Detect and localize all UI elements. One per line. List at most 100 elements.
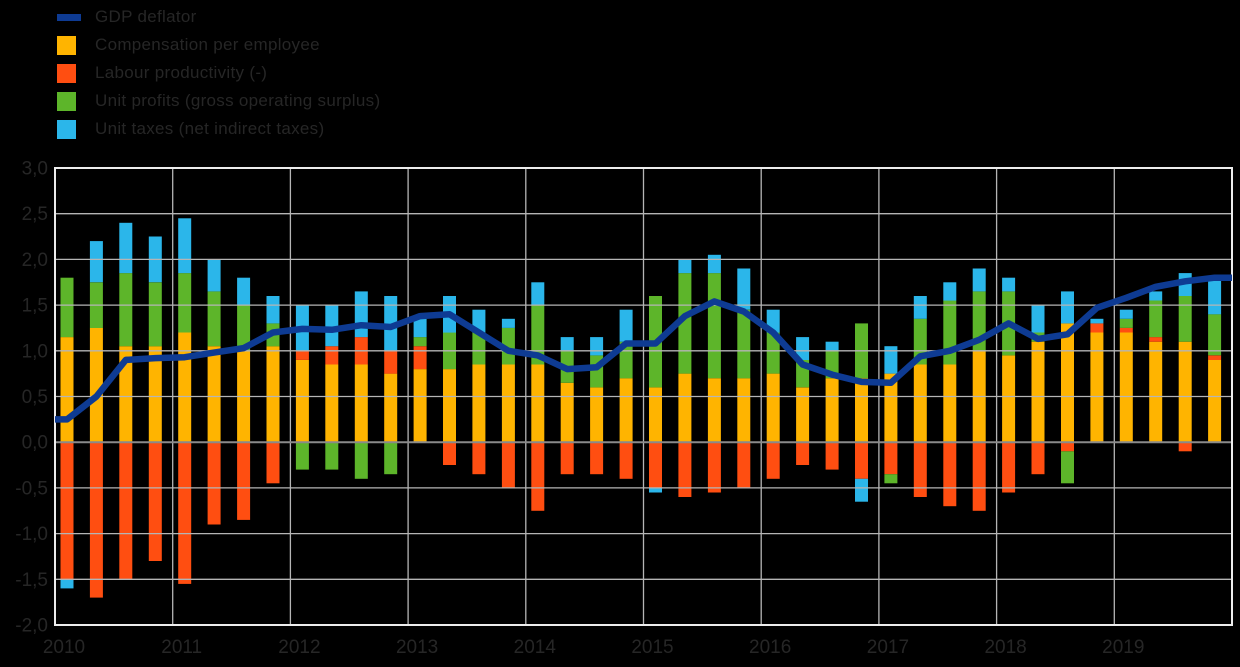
bar-segment <box>501 442 515 488</box>
bar-segment <box>1090 323 1104 333</box>
bar-segment <box>737 309 751 379</box>
bar-segment <box>89 442 103 598</box>
bar-segment <box>325 364 339 443</box>
bar-segment <box>619 442 633 479</box>
gdp-deflator-line <box>55 274 1232 423</box>
bar-segment <box>943 364 957 443</box>
bar-segment <box>1002 442 1016 493</box>
bar-segment <box>1149 337 1163 342</box>
bar-segment <box>119 222 133 274</box>
bar-segment <box>237 442 251 520</box>
bar-segment <box>148 346 162 443</box>
bar-segment <box>266 296 280 324</box>
y-tick-label: -1,0 <box>15 524 48 545</box>
bar-segment <box>501 318 515 328</box>
bar-segment <box>1208 355 1222 360</box>
bar-segment <box>531 282 545 306</box>
y-tick-label: 0,5 <box>22 387 48 408</box>
bar-segment <box>766 373 780 443</box>
bar-segment <box>384 442 398 475</box>
y-tick-label: 1,5 <box>22 296 48 317</box>
bar-segment <box>178 332 192 443</box>
bar-segment <box>1090 318 1104 324</box>
bar-segment <box>148 442 162 561</box>
y-axis-labels: 3,0 2,5 2,0 1,5 1,0 0,5 0,0 -0,5 -1,0 -1,5 -2,0 <box>15 159 48 637</box>
bar-segment <box>207 259 221 292</box>
bar-segment <box>1149 291 1163 301</box>
x-tick-label: 2014 <box>514 637 557 658</box>
bar-segment <box>60 579 74 589</box>
bar-segment <box>1090 332 1104 443</box>
bar-segment <box>825 341 839 351</box>
bar-segment <box>1119 327 1133 333</box>
bar-segment <box>1031 305 1045 333</box>
bar-segment <box>1002 355 1016 443</box>
bar-segment <box>148 282 162 347</box>
bar-segment <box>1119 309 1133 319</box>
bar-segment <box>737 268 751 310</box>
bar-segment <box>560 382 574 443</box>
bar-segment <box>825 442 839 470</box>
legend-label: Unit profits (gross operating surplus) <box>95 91 381 110</box>
bar-segment <box>1061 451 1074 484</box>
bar-segment <box>354 291 368 338</box>
y-tick-label: 0,0 <box>22 433 48 454</box>
y-tick-label: -2,0 <box>15 616 48 637</box>
bar-segment <box>384 373 398 443</box>
bar-segment <box>1208 277 1222 315</box>
bar-segment <box>237 305 251 351</box>
bar-segment <box>590 337 604 356</box>
bar-segment <box>560 337 574 351</box>
bar-segment <box>413 337 427 347</box>
bar-segment <box>884 346 898 374</box>
bar-segment <box>796 442 810 465</box>
x-tick-label: 2019 <box>1102 637 1144 658</box>
bar-segment <box>472 332 486 365</box>
x-tick-label: 2018 <box>984 637 1026 658</box>
bar-series-swatch <box>57 92 76 111</box>
bar-segment <box>1119 332 1133 443</box>
bar-segment <box>178 273 192 333</box>
bar-segment <box>590 442 604 475</box>
bar-segment <box>266 442 280 484</box>
bar-segment <box>501 364 515 443</box>
x-tick-label: 2017 <box>867 637 909 658</box>
bar-series-swatch <box>57 120 76 139</box>
bar-segment <box>678 442 692 497</box>
bar-segment <box>531 364 545 443</box>
legend-label: Unit taxes (net indirect taxes) <box>95 119 325 138</box>
bar-series-swatch <box>57 36 76 55</box>
bar-segment <box>707 254 721 274</box>
bar-segment <box>972 268 986 292</box>
bar-segment <box>619 378 633 443</box>
bar-segment <box>678 273 692 374</box>
bar-segment <box>413 369 427 443</box>
bar-segment <box>707 442 721 493</box>
bar-segment <box>619 309 633 342</box>
legend-label: Compensation per employee <box>95 35 320 54</box>
y-tick-label: 2,5 <box>22 204 48 225</box>
bar-segment <box>737 378 751 443</box>
legend-label: GDP deflator <box>95 7 197 26</box>
bar-segment <box>913 364 927 443</box>
bar-segment <box>207 442 221 525</box>
bar-segment <box>972 442 986 511</box>
bar-segment <box>354 442 368 479</box>
bar-segment <box>1002 277 1016 292</box>
stacked-bars <box>60 218 1222 598</box>
legend-label: Labour productivity (-) <box>95 63 268 82</box>
bar-segment <box>1031 442 1045 475</box>
bar-segment <box>855 478 868 502</box>
bar-segment <box>884 474 898 484</box>
bar-segment <box>855 442 868 479</box>
bar-segment <box>913 296 927 319</box>
bar-segment <box>472 442 486 475</box>
y-tick-label: 2,0 <box>22 250 48 271</box>
bar-segment <box>1149 300 1163 338</box>
bar-segment <box>443 369 456 443</box>
bar-segment <box>207 291 221 347</box>
bar-segment <box>384 296 398 351</box>
bar-segment <box>678 259 692 274</box>
bar-series-swatch <box>57 64 76 83</box>
